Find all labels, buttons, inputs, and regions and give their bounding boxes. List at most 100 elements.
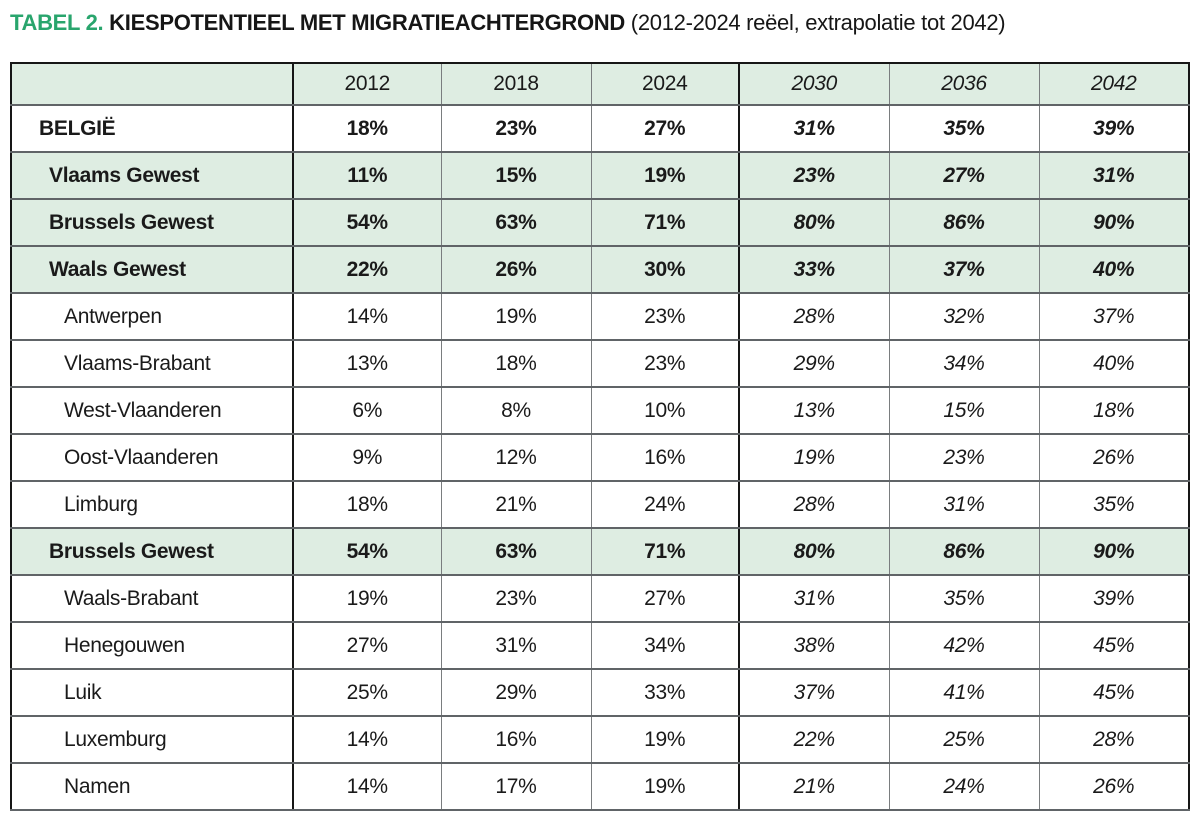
value-cell: 19%: [591, 763, 740, 811]
row-label: Vlaams-Brabant: [11, 340, 294, 388]
value-cell: 12%: [441, 434, 592, 482]
value-cell: 18%: [441, 340, 592, 388]
value-cell: 13%: [739, 387, 890, 435]
table-row: Brussels Gewest 54% 63% 71% 80% 86% 90%: [11, 528, 1190, 576]
value-cell: 15%: [889, 387, 1040, 435]
value-cell: 24%: [889, 763, 1040, 811]
value-cell: 23%: [739, 152, 890, 200]
table-row: Antwerpen 14% 19% 23% 28% 32% 37%: [11, 293, 1190, 341]
table-row: Limburg 18% 21% 24% 28% 31% 35%: [11, 481, 1190, 529]
title-tag: TABEL 2.: [10, 10, 104, 35]
table-row: Waals Gewest 22% 26% 30% 33% 37% 40%: [11, 246, 1190, 294]
value-cell: 90%: [1039, 199, 1190, 247]
table-header: 2012 2018 2024 2030 2036 2042: [11, 63, 1190, 106]
header-corner-cell: [11, 63, 294, 106]
value-cell: 39%: [1039, 105, 1190, 153]
value-cell: 15%: [441, 152, 592, 200]
value-cell: 23%: [591, 293, 740, 341]
title-subtitle: (2012-2024 reëel, extrapolatie tot 2042): [630, 10, 1006, 35]
value-cell: 33%: [591, 669, 740, 717]
table-row: BELGIË 18% 23% 27% 31% 35% 39%: [11, 105, 1190, 153]
table-row: Vlaams-Brabant 13% 18% 23% 29% 34% 40%: [11, 340, 1190, 388]
value-cell: 40%: [1039, 246, 1190, 294]
value-cell: 71%: [591, 528, 740, 576]
value-cell: 14%: [293, 716, 442, 764]
header-year-2036: 2036: [889, 63, 1040, 106]
value-cell: 41%: [889, 669, 1040, 717]
row-label: Antwerpen: [11, 293, 294, 341]
value-cell: 31%: [889, 481, 1040, 529]
row-label: Brussels Gewest: [11, 199, 294, 247]
value-cell: 28%: [739, 293, 890, 341]
value-cell: 80%: [739, 528, 890, 576]
value-cell: 26%: [1039, 434, 1190, 482]
table-row: Vlaams Gewest 11% 15% 19% 23% 27% 31%: [11, 152, 1190, 200]
row-label: Luxemburg: [11, 716, 294, 764]
value-cell: 22%: [293, 246, 442, 294]
value-cell: 23%: [441, 105, 592, 153]
header-row: 2012 2018 2024 2030 2036 2042: [11, 63, 1190, 106]
table-row: Henegouwen 27% 31% 34% 38% 42% 45%: [11, 622, 1190, 670]
value-cell: 37%: [739, 669, 890, 717]
value-cell: 31%: [441, 622, 592, 670]
value-cell: 29%: [441, 669, 592, 717]
value-cell: 27%: [591, 575, 740, 623]
value-cell: 18%: [293, 481, 442, 529]
value-cell: 14%: [293, 293, 442, 341]
value-cell: 34%: [889, 340, 1040, 388]
header-year-2012: 2012: [293, 63, 442, 106]
value-cell: 27%: [889, 152, 1040, 200]
value-cell: 28%: [739, 481, 890, 529]
value-cell: 90%: [1039, 528, 1190, 576]
value-cell: 31%: [739, 575, 890, 623]
value-cell: 18%: [293, 105, 442, 153]
value-cell: 8%: [441, 387, 592, 435]
row-label: Henegouwen: [11, 622, 294, 670]
value-cell: 22%: [739, 716, 890, 764]
table-row: Luxemburg 14% 16% 19% 22% 25% 28%: [11, 716, 1190, 764]
value-cell: 86%: [889, 528, 1040, 576]
value-cell: 25%: [293, 669, 442, 717]
value-cell: 10%: [591, 387, 740, 435]
value-cell: 45%: [1039, 622, 1190, 670]
value-cell: 23%: [441, 575, 592, 623]
value-cell: 11%: [293, 152, 442, 200]
value-cell: 29%: [739, 340, 890, 388]
value-cell: 13%: [293, 340, 442, 388]
value-cell: 31%: [1039, 152, 1190, 200]
table-row: Oost-Vlaanderen 9% 12% 16% 19% 23% 26%: [11, 434, 1190, 482]
value-cell: 19%: [591, 716, 740, 764]
row-label: Waals Gewest: [11, 246, 294, 294]
value-cell: 19%: [441, 293, 592, 341]
value-cell: 23%: [889, 434, 1040, 482]
value-cell: 39%: [1039, 575, 1190, 623]
value-cell: 54%: [293, 199, 442, 247]
table-row: Luik 25% 29% 33% 37% 41% 45%: [11, 669, 1190, 717]
value-cell: 27%: [591, 105, 740, 153]
value-cell: 14%: [293, 763, 442, 811]
value-cell: 37%: [1039, 293, 1190, 341]
header-year-2030: 2030: [739, 63, 890, 106]
row-label: Limburg: [11, 481, 294, 529]
value-cell: 71%: [591, 199, 740, 247]
value-cell: 42%: [889, 622, 1040, 670]
value-cell: 26%: [1039, 763, 1190, 811]
table-row: West-Vlaanderen 6% 8% 10% 13% 15% 18%: [11, 387, 1190, 435]
value-cell: 21%: [739, 763, 890, 811]
value-cell: 6%: [293, 387, 442, 435]
value-cell: 19%: [293, 575, 442, 623]
value-cell: 31%: [739, 105, 890, 153]
value-cell: 24%: [591, 481, 740, 529]
row-label: Waals-Brabant: [11, 575, 294, 623]
row-label: BELGIË: [11, 105, 294, 153]
value-cell: 19%: [591, 152, 740, 200]
value-cell: 45%: [1039, 669, 1190, 717]
title-main: KIESPOTENTIEEL MET MIGRATIEACHTERGROND: [109, 10, 625, 35]
value-cell: 23%: [591, 340, 740, 388]
value-cell: 16%: [441, 716, 592, 764]
value-cell: 27%: [293, 622, 442, 670]
kiespotentieel-table: 2012 2018 2024 2030 2036 2042 BELGIË 18% 23% 27%…: [10, 62, 1190, 811]
value-cell: 28%: [1039, 716, 1190, 764]
value-cell: 35%: [889, 105, 1040, 153]
row-label: Luik: [11, 669, 294, 717]
